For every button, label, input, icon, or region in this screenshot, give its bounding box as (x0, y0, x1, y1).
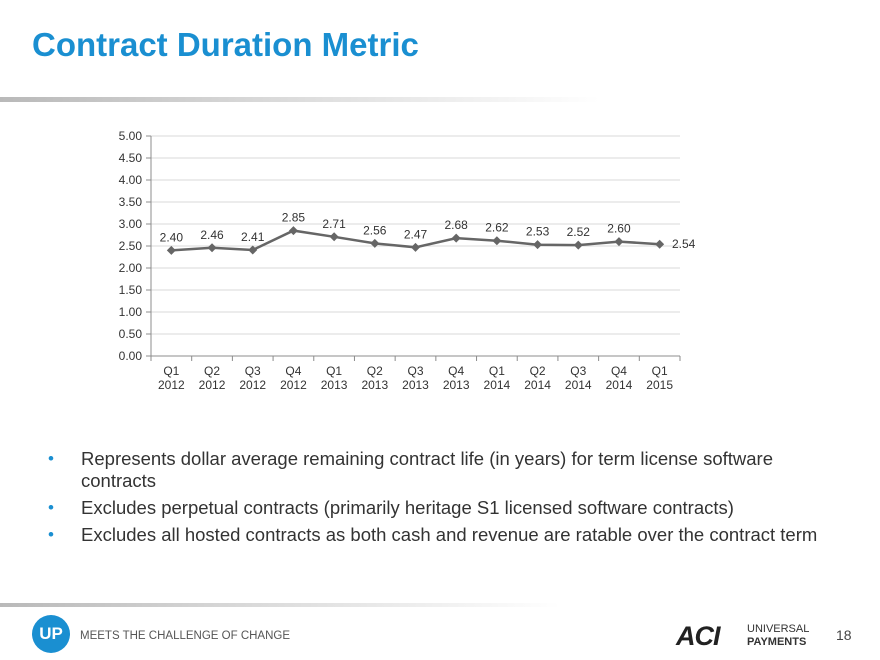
data-label: 2.41 (241, 230, 265, 244)
y-tick-label: 0.00 (119, 349, 143, 363)
footer-divider (0, 603, 560, 607)
data-label: 2.40 (160, 230, 184, 244)
data-label: 2.56 (363, 223, 387, 237)
y-tick-label: 5.00 (119, 129, 143, 143)
data-point (411, 242, 420, 252)
x-tick-label: Q2 2014 (524, 364, 551, 392)
bullet-text: Represents dollar average remaining cont… (81, 448, 773, 491)
data-point (329, 232, 339, 242)
y-tick-label: 1.50 (119, 283, 143, 297)
y-tick-label: 3.00 (119, 217, 143, 231)
data-point (492, 236, 502, 246)
data-point (288, 226, 298, 236)
data-point (166, 245, 176, 255)
bullet-text: Excludes all hosted contracts as both ca… (81, 524, 818, 545)
data-label: 2.53 (526, 225, 550, 239)
data-point (533, 240, 543, 250)
x-tick-label: Q4 2014 (606, 364, 633, 392)
title-divider (0, 97, 600, 102)
x-tick-label: Q1 2014 (484, 364, 511, 392)
bullet-list: • Represents dollar average remaining con… (48, 448, 838, 551)
data-label: 2.46 (200, 228, 224, 242)
data-point (573, 240, 583, 250)
bullet-dot-icon: • (48, 525, 54, 544)
x-tick-label: Q1 2013 (321, 364, 348, 392)
data-label: 2.60 (607, 222, 631, 236)
footer-tagline: MEETS THE CHALLENGE OF CHANGE (80, 630, 291, 642)
bullet-item: • Represents dollar average remaining con… (48, 448, 838, 492)
up-logo: UP (32, 615, 70, 653)
chart-axes: 0.00 0.50 1.00 1.50 2.00 2.50 3.00 3.50 4.00 4.50… (119, 129, 681, 392)
chart-gridlines (151, 135, 680, 335)
y-tick-label: 2.50 (119, 239, 143, 253)
bullet-dot-icon: • (48, 498, 54, 517)
brand-line1: UNIVERSAL (747, 623, 810, 635)
data-point (207, 243, 217, 253)
data-point (248, 245, 258, 255)
x-tick-label: Q4 2012 (280, 364, 307, 392)
aci-logo: ACI (676, 621, 720, 651)
chart-markers (166, 226, 665, 255)
line-chart: 0.00 0.50 1.00 1.50 2.00 2.50 3.00 3.50 4.00 4.50… (119, 129, 696, 392)
data-label: 2.71 (322, 217, 346, 231)
data-label: 2.68 (445, 218, 469, 232)
data-point (370, 238, 380, 248)
x-tick-label: Q1 2012 (158, 364, 185, 392)
page-title: Contract Duration Metric (32, 26, 419, 63)
y-tick-label: 3.50 (119, 195, 143, 209)
brand-name: UNIVERSAL PAYMENTS (747, 623, 809, 649)
chart-data-labels: 2.40 2.46 2.41 2.85 2.71 2.56 2.47 2.68 2.62 2.53… (160, 211, 696, 252)
data-label: 2.62 (485, 221, 509, 235)
x-tick-label: Q1 2015 (646, 364, 673, 392)
bullet-dot-icon: • (48, 449, 54, 468)
y-tick-label: 2.00 (119, 261, 143, 275)
x-tick-label: Q3 2013 (402, 364, 429, 392)
bullet-item: • Excludes perpetual contracts (primarily… (48, 497, 838, 519)
x-tick-label: Q3 2014 (565, 364, 592, 392)
y-tick-label: 0.50 (119, 327, 143, 341)
bullet-text: Excludes perpetual contracts (primarily … (81, 497, 734, 518)
x-tick-label: Q3 2012 (239, 364, 266, 392)
page-number: 18 (836, 627, 852, 643)
data-label: 2.85 (282, 211, 306, 225)
data-label: 2.52 (567, 225, 591, 239)
brand-line2: PAYMENTS (747, 636, 807, 648)
x-tick-label: Q4 2013 (443, 364, 470, 392)
data-label: 2.54 (672, 237, 696, 251)
data-point (655, 239, 665, 249)
bullet-item: • Excludes all hosted contracts as both c… (48, 524, 838, 546)
data-point (614, 237, 624, 247)
x-tick-label: Q2 2012 (199, 364, 226, 392)
data-label: 2.47 (404, 227, 428, 241)
y-tick-label: 4.50 (119, 151, 143, 165)
y-tick-label: 1.00 (119, 305, 143, 319)
data-point (451, 233, 461, 243)
y-tick-label: 4.00 (119, 173, 143, 187)
x-tick-label: Q2 2013 (361, 364, 388, 392)
